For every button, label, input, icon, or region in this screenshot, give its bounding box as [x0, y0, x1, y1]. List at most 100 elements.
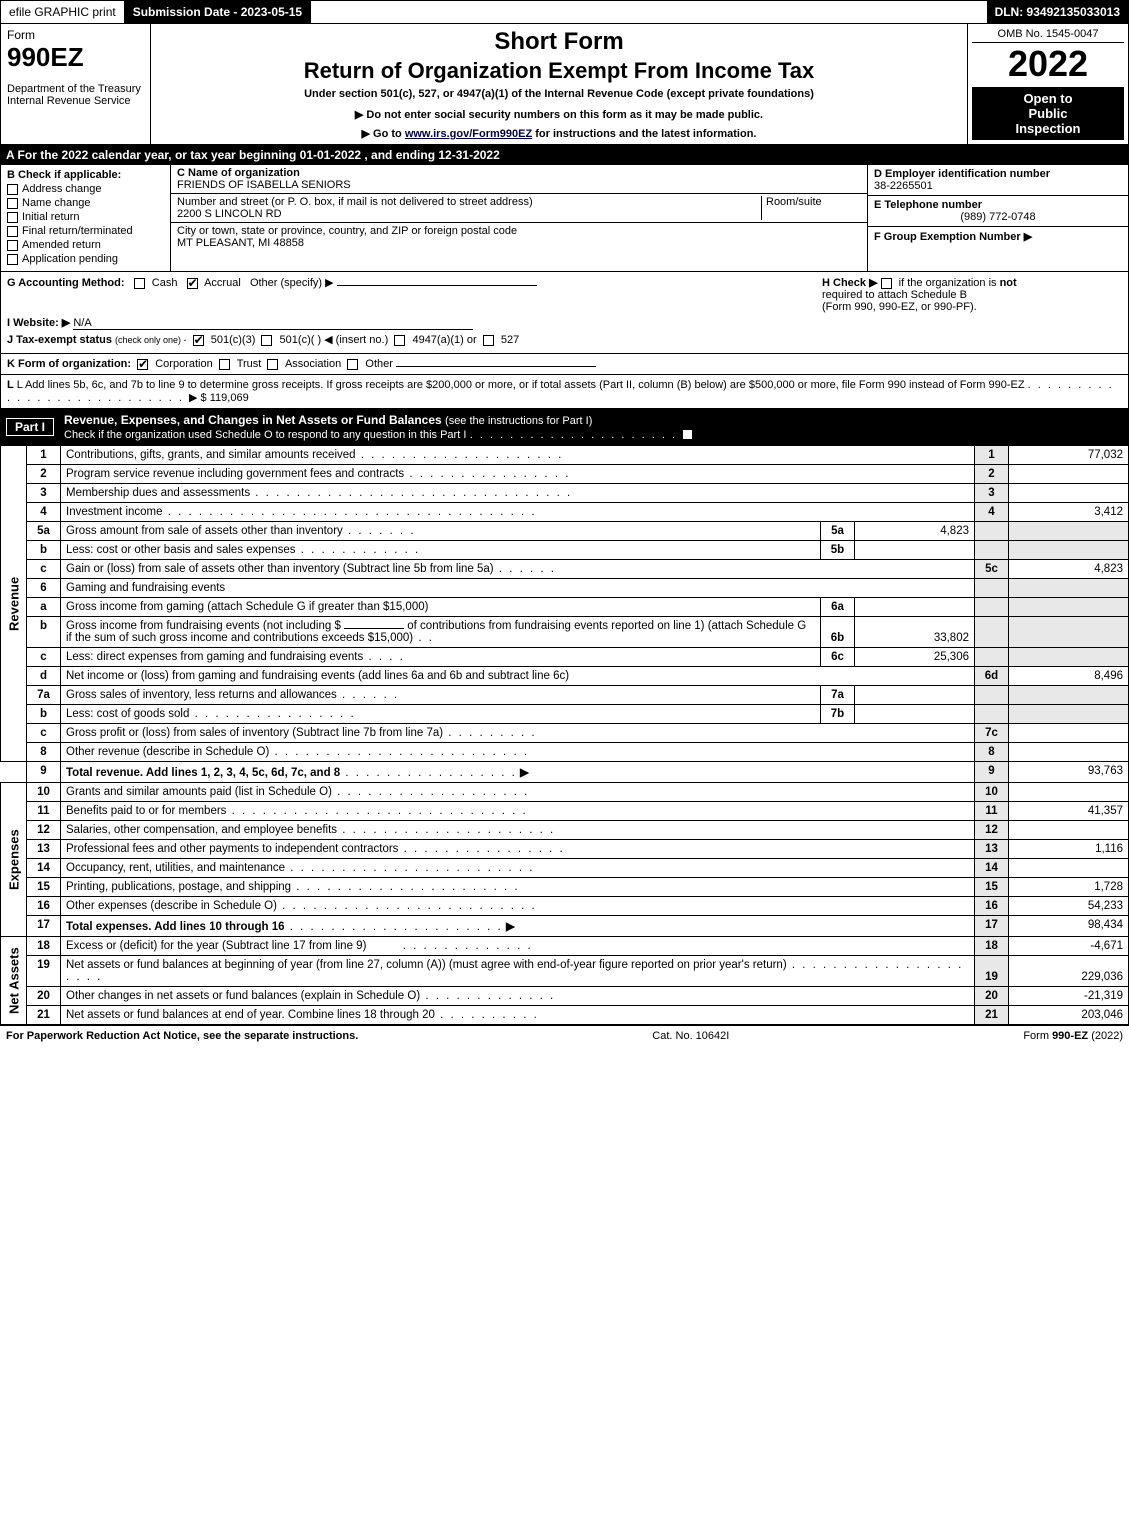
ein-label: D Employer identification number — [874, 168, 1050, 180]
group-exemption-block: F Group Exemption Number ▶ — [868, 227, 1128, 246]
return-title: Return of Organization Exempt From Incom… — [157, 58, 961, 84]
row-12: 12 Salaries, other compensation, and emp… — [1, 821, 1129, 840]
part1-header: Part I Revenue, Expenses, and Changes in… — [0, 409, 1129, 445]
goto-link[interactable]: www.irs.gov/Form990EZ — [405, 128, 532, 140]
val-7a — [855, 686, 975, 705]
val-19: 229,036 — [1009, 956, 1129, 987]
val-11: 41,357 — [1009, 802, 1129, 821]
footer-right: Form 990-EZ (2022) — [1023, 1030, 1123, 1042]
part1-table: Revenue 1 Contributions, gifts, grants, … — [0, 445, 1129, 1025]
cb-501c3[interactable] — [193, 335, 204, 346]
row-3: 3 Membership dues and assessments . . . … — [1, 484, 1129, 503]
row-9: 9 Total revenue. Add lines 1, 2, 3, 4, 5… — [1, 762, 1129, 783]
open-to-public: Open to Public Inspection — [972, 87, 1124, 140]
city-label: City or town, state or province, country… — [177, 225, 517, 237]
row-7a: 7a Gross sales of inventory, less return… — [1, 686, 1129, 705]
val-17: 98,434 — [1009, 916, 1129, 937]
omb-number: OMB No. 1545-0047 — [972, 28, 1124, 43]
row-8: 8 Other revenue (describe in Schedule O)… — [1, 743, 1129, 762]
col-b-title: B Check if applicable: — [7, 169, 164, 181]
col-def: D Employer identification number 38-2265… — [868, 165, 1128, 271]
cb-other-org[interactable] — [347, 359, 358, 370]
website-value: N/A — [73, 317, 473, 330]
submission-date: Submission Date - 2023-05-15 — [125, 1, 311, 23]
gross-receipts-value: 119,069 — [210, 392, 249, 404]
netassets-vlabel: Net Assets — [1, 937, 27, 1025]
row-7b: b Less: cost of goods sold . . . . . . .… — [1, 705, 1129, 724]
cb-schedule-o[interactable] — [682, 429, 693, 440]
phone-value: (989) 772-0748 — [874, 211, 1122, 223]
expenses-vlabel: Expenses — [1, 783, 27, 937]
row-10: Expenses 10 Grants and similar amounts p… — [1, 783, 1129, 802]
cb-initial-return[interactable]: Initial return — [7, 211, 164, 223]
row-14: 14 Occupancy, rent, utilities, and maint… — [1, 859, 1129, 878]
row-6c: c Less: direct expenses from gaming and … — [1, 648, 1129, 667]
room-label: Room/suite — [761, 196, 861, 220]
street-value: 2200 S LINCOLN RD — [177, 208, 282, 220]
other-specify-input[interactable] — [337, 285, 537, 286]
footer-left: For Paperwork Reduction Act Notice, see … — [6, 1030, 358, 1042]
form-number: 990EZ — [7, 42, 144, 73]
val-7b — [855, 705, 975, 724]
donot-line: ▶ Do not enter social security numbers o… — [157, 108, 961, 121]
val-18: -4,671 — [1009, 937, 1129, 956]
goto-line: ▶ Go to www.irs.gov/Form990EZ for instru… — [157, 127, 961, 140]
val-9: 93,763 — [1009, 762, 1129, 783]
cb-final-return[interactable]: Final return/terminated — [7, 225, 164, 237]
cb-accrual[interactable] — [187, 278, 198, 289]
cb-address-change[interactable]: Address change — [7, 183, 164, 195]
form-word: Form — [7, 28, 144, 42]
goto-post: for instructions and the latest informat… — [535, 128, 756, 140]
cb-name-change[interactable]: Name change — [7, 197, 164, 209]
line-i: I Website: ▶ N/A — [7, 316, 1122, 330]
header-right: OMB No. 1545-0047 2022 Open to Public In… — [968, 24, 1128, 144]
part1-title: Revenue, Expenses, and Changes in Net As… — [64, 413, 442, 427]
cb-h[interactable] — [881, 278, 892, 289]
val-6c: 25,306 — [855, 648, 975, 667]
org-name-block: C Name of organization FRIENDS OF ISABEL… — [171, 165, 867, 194]
row-a: A For the 2022 calendar year, or tax yea… — [0, 145, 1129, 165]
open-line3: Inspection — [976, 121, 1120, 136]
row-13: 13 Professional fees and other payments … — [1, 840, 1129, 859]
row-6: 6 Gaming and fundraising events — [1, 579, 1129, 598]
l-text: L Add lines 5b, 6c, and 7b to line 9 to … — [17, 379, 1025, 391]
row-18: Net Assets 18 Excess or (deficit) for th… — [1, 937, 1129, 956]
part1-tag: Part I — [6, 418, 54, 436]
cb-4947[interactable] — [394, 335, 405, 346]
col-b: B Check if applicable: Address change Na… — [1, 165, 171, 271]
header-left: Form 990EZ Department of the Treasury In… — [1, 24, 151, 144]
part1-sub: Check if the organization used Schedule … — [64, 429, 466, 441]
cb-association[interactable] — [267, 359, 278, 370]
street-block: Number and street (or P. O. box, if mail… — [171, 194, 867, 223]
ghij-block: G Accounting Method: Cash Accrual Other … — [0, 272, 1129, 354]
row-5a: 5a Gross amount from sale of assets othe… — [1, 522, 1129, 541]
ein-value: 38-2265501 — [874, 180, 933, 192]
row-20: 20 Other changes in net assets or fund b… — [1, 987, 1129, 1006]
row-6a: a Gross income from gaming (attach Sched… — [1, 598, 1129, 617]
cb-corporation[interactable] — [137, 359, 148, 370]
dept-label: Department of the Treasury Internal Reve… — [7, 83, 144, 107]
row-19: 19 Net assets or fund balances at beginn… — [1, 956, 1129, 987]
cb-527[interactable] — [483, 335, 494, 346]
val-10 — [1009, 783, 1129, 802]
val-5b — [855, 541, 975, 560]
g-label: G Accounting Method: — [7, 277, 125, 289]
row-5b: b Less: cost or other basis and sales ex… — [1, 541, 1129, 560]
cb-amended-return[interactable]: Amended return — [7, 239, 164, 251]
val-5a: 4,823 — [855, 522, 975, 541]
row-7c: c Gross profit or (loss) from sales of i… — [1, 724, 1129, 743]
cb-trust[interactable] — [219, 359, 230, 370]
val-6d: 8,496 — [1009, 667, 1129, 686]
org-name: FRIENDS OF ISABELLA SENIORS — [177, 179, 351, 191]
header-center: Short Form Return of Organization Exempt… — [151, 24, 968, 144]
cb-501c[interactable] — [261, 335, 272, 346]
cb-application-pending[interactable]: Application pending — [7, 253, 164, 265]
city-block: City or town, state or province, country… — [171, 223, 867, 251]
row-17: 17 Total expenses. Add lines 10 through … — [1, 916, 1129, 937]
row-6d: d Net income or (loss) from gaming and f… — [1, 667, 1129, 686]
cb-cash[interactable] — [134, 278, 145, 289]
footer-mid: Cat. No. 10642I — [652, 1030, 729, 1042]
val-8 — [1009, 743, 1129, 762]
street-label: Number and street (or P. O. box, if mail… — [177, 196, 533, 208]
footer: For Paperwork Reduction Act Notice, see … — [0, 1025, 1129, 1046]
